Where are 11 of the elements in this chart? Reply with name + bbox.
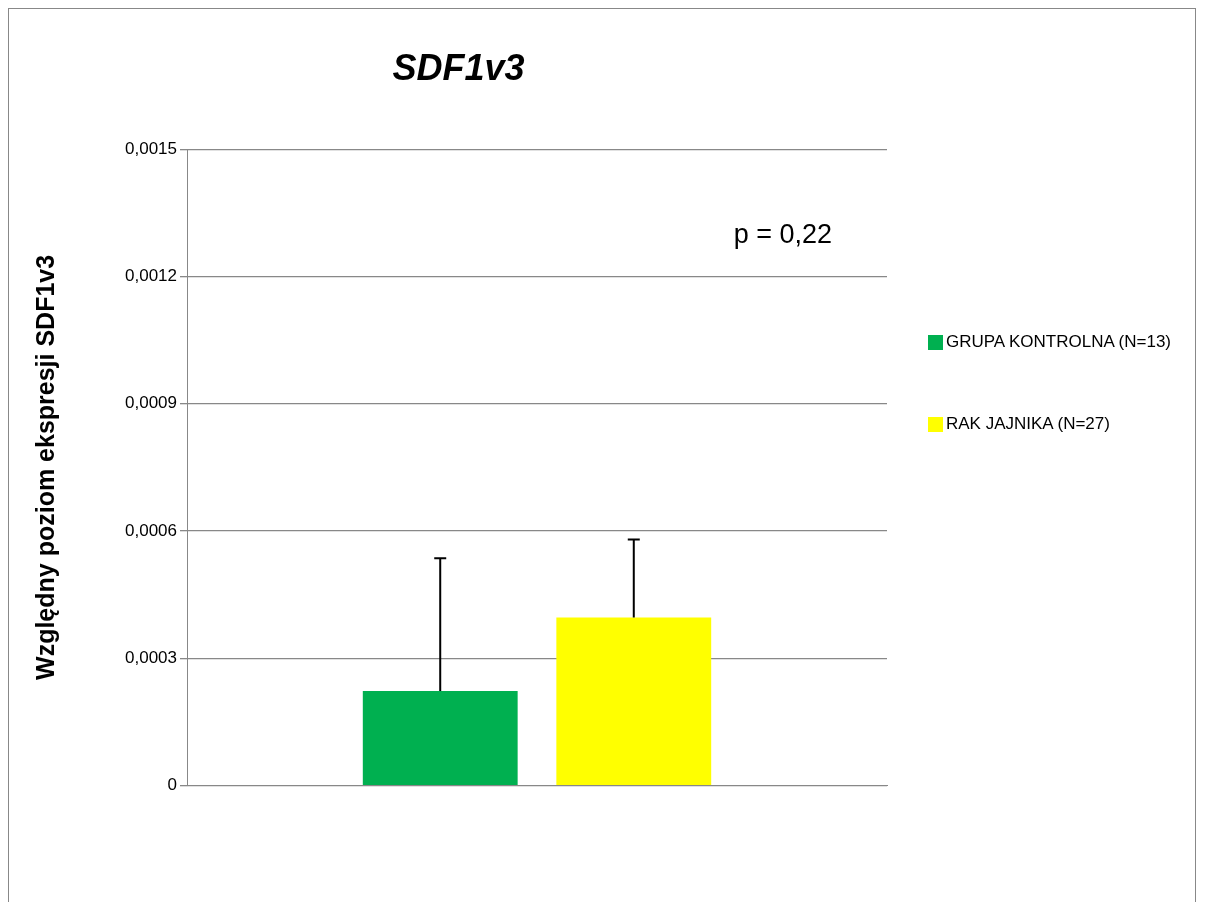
legend-label: RAK JAJNIKA (N=27) [946, 413, 1110, 435]
y-tick-label: 0 [167, 775, 177, 795]
chart-title: SDF1v3 [392, 46, 525, 88]
y-tick-label: 0,0012 [125, 266, 177, 286]
y-tick-label: 0,0006 [125, 520, 177, 540]
y-tick-label: 0,0015 [125, 138, 177, 158]
y-tick-label: 0,0009 [125, 393, 177, 413]
y-tick-label: 0,0003 [125, 648, 177, 668]
legend-label: GRUPA KONTROLNA (N=13) [946, 331, 1171, 353]
y-axis-title: Względny poziom ekspresji SDF1v3 [30, 254, 59, 680]
annotation: p = 0,22 [733, 218, 832, 249]
